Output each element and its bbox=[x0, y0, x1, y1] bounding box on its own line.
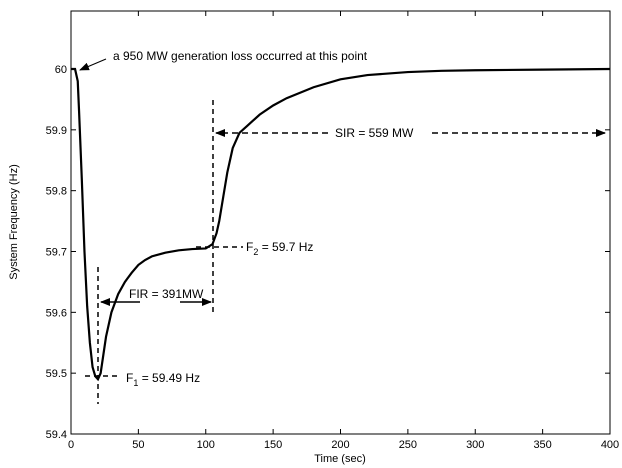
f1-label: F1 = 59.49 Hz bbox=[126, 371, 200, 388]
y-tick-label: 59.8 bbox=[46, 186, 67, 198]
x-axis-ticks: 0 50 100 150 200 250 300 350 400 bbox=[68, 11, 619, 451]
x-tick-label: 50 bbox=[132, 439, 144, 451]
y-axis-label: System Frequency (Hz) bbox=[8, 164, 20, 280]
x-tick-label: 150 bbox=[264, 439, 282, 451]
x-tick-label: 350 bbox=[533, 439, 551, 451]
y-axis-ticks: 59.4 59.5 59.6 59.7 59.8 59.9 60 bbox=[46, 64, 610, 441]
x-tick-label: 100 bbox=[197, 439, 215, 451]
f2-label: F2 = 59.7 Hz bbox=[246, 240, 313, 257]
y-tick-label: 60 bbox=[55, 64, 67, 76]
frequency-series-line bbox=[71, 67, 611, 382]
y-tick-label: 59.9 bbox=[46, 125, 67, 137]
y-tick-label: 59.7 bbox=[46, 247, 67, 259]
loss-annotation: a 950 MW generation loss occurred at thi… bbox=[113, 49, 368, 63]
x-tick-label: 200 bbox=[331, 439, 349, 451]
plot-area bbox=[70, 10, 611, 435]
y-tick-label: 59.6 bbox=[46, 307, 67, 319]
y-tick-label: 59.5 bbox=[46, 368, 67, 380]
loss-arrow bbox=[79, 58, 107, 71]
x-tick-label: 0 bbox=[68, 439, 74, 451]
x-axis-label: Time (sec) bbox=[314, 453, 366, 465]
y-tick-label: 59.4 bbox=[46, 429, 67, 441]
fir-label: FIR = 391MW bbox=[129, 287, 204, 301]
x-tick-label: 250 bbox=[399, 439, 417, 451]
sir-label: SIR = 559 MW bbox=[335, 126, 414, 140]
x-tick-label: 300 bbox=[466, 439, 484, 451]
x-tick-label: 400 bbox=[601, 439, 619, 451]
